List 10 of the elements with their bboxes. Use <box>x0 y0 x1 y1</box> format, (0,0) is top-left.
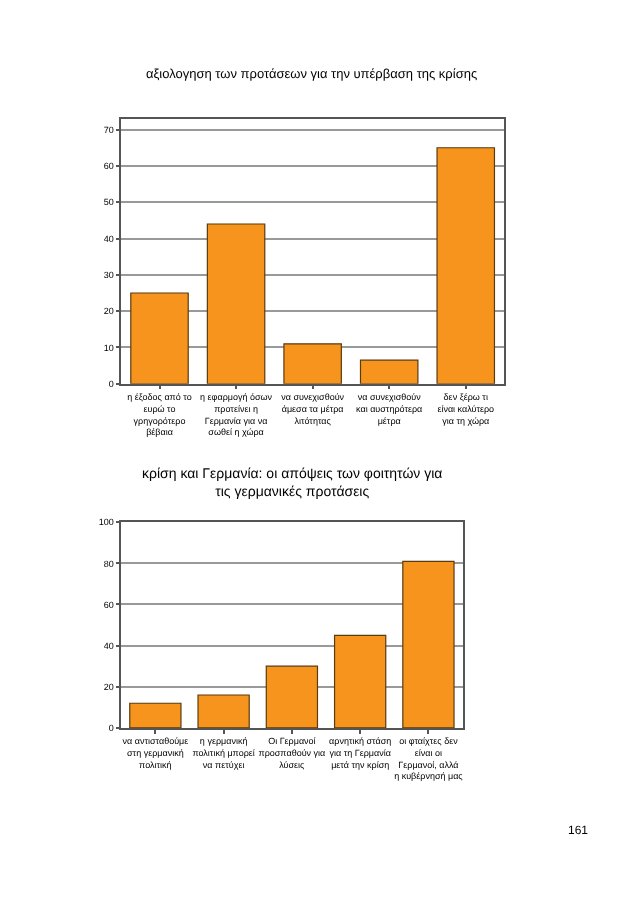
bar <box>265 665 319 728</box>
bar <box>206 223 266 384</box>
bar <box>129 702 182 728</box>
bar <box>130 292 189 384</box>
bar <box>402 560 455 728</box>
bar <box>436 147 496 384</box>
bar <box>197 694 250 728</box>
bar <box>283 343 342 384</box>
bar <box>359 359 419 384</box>
bar <box>333 634 387 728</box>
